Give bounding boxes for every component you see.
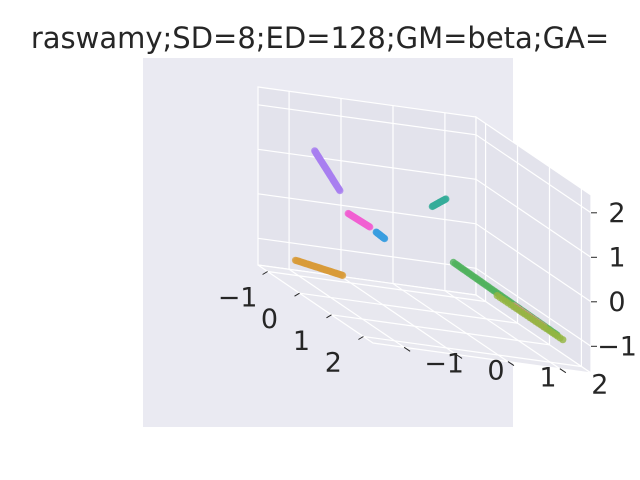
x-tick-label: 2 [325, 348, 342, 379]
gridline-z [257, 193, 592, 303]
data-point [336, 187, 344, 195]
z-tick-label: 2 [608, 198, 625, 229]
data-point [366, 223, 374, 231]
gridline-y [288, 91, 405, 348]
gridline-x [299, 145, 519, 324]
gridline-x [363, 188, 583, 368]
x-tick-mark [294, 292, 300, 297]
x-tick-label: 1 [293, 326, 310, 357]
chart-title: raswamy;SD=8;ED=128;GM=beta;GA= [31, 21, 609, 55]
y-tick-label: 0 [487, 355, 504, 386]
gridline-z [257, 148, 592, 258]
y-tick-label: 1 [539, 363, 556, 394]
gridline-y [444, 112, 561, 370]
x-tick-mark [262, 271, 268, 275]
axes-panes [257, 86, 592, 375]
y-tick-mark [507, 361, 515, 366]
x-tick-label: 0 [261, 304, 278, 335]
z-tick-label: −1 [597, 331, 637, 362]
data-point [559, 336, 567, 344]
data-point [381, 235, 389, 243]
gridline-x [331, 166, 551, 346]
y-tick-label: −1 [424, 348, 464, 379]
data-point [339, 271, 347, 279]
y-tick-mark [403, 346, 411, 352]
y-tick-label: 2 [591, 370, 608, 401]
y-tick-mark [455, 354, 463, 359]
gridlines [257, 91, 592, 370]
data-point [442, 195, 450, 203]
gridline-x [267, 123, 487, 303]
data-points [291, 147, 567, 344]
z-tick-label: 0 [608, 287, 625, 318]
y-tick-mark [559, 368, 567, 374]
z-tick-label: 1 [608, 242, 625, 273]
gridline-z [257, 104, 592, 214]
x-tick-label: −1 [218, 283, 258, 314]
pane-floor [257, 264, 592, 374]
x-tick-mark [326, 314, 332, 319]
gridline-z [257, 237, 592, 347]
x-tick-mark [358, 336, 364, 340]
gridline-y [392, 105, 509, 363]
